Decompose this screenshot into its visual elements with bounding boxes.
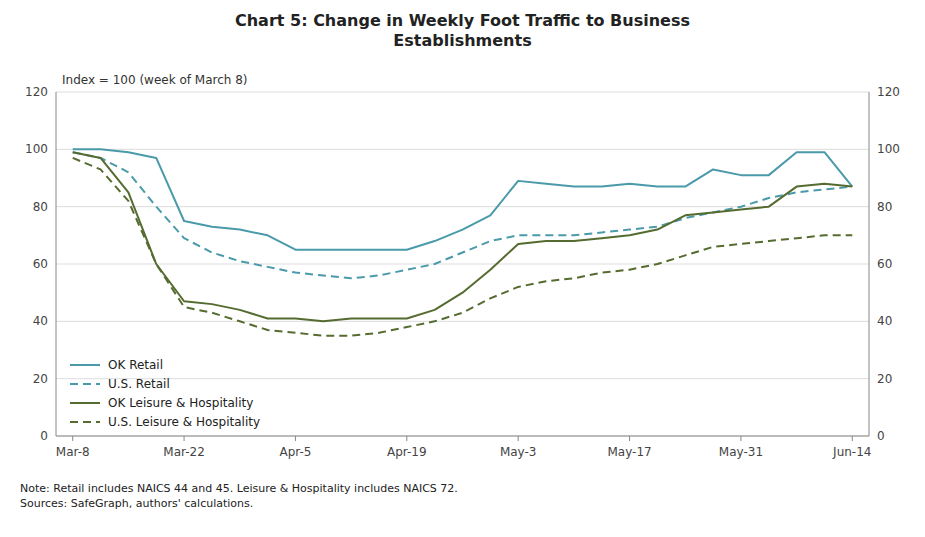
- x-tick: [72, 436, 73, 441]
- grid-line: [56, 436, 869, 437]
- x-tick-label: Mar-22: [163, 445, 204, 459]
- background: [0, 0, 925, 537]
- y2-tick-label: 20: [877, 372, 892, 386]
- text-line: Note: Retail includes NAICS 44 and 45. L…: [20, 482, 458, 495]
- legend-swatch: [70, 402, 100, 404]
- series-line: [73, 158, 853, 336]
- y-tick-label: 80: [33, 200, 48, 214]
- series-line: [73, 152, 853, 278]
- legend-label: U.S. Retail: [108, 377, 170, 391]
- x-tick: [295, 436, 296, 441]
- x-tick-label: May-31: [719, 445, 763, 459]
- y2-tick-label: 100: [877, 142, 900, 156]
- y2-tick-label: 0: [877, 429, 885, 443]
- series-line: [73, 152, 853, 321]
- x-tick: [629, 436, 630, 441]
- annotation: Index = 100 (week of March 8): [62, 73, 248, 87]
- y-tick-label: 0: [40, 429, 48, 443]
- grid-line: [56, 149, 869, 150]
- x-tick: [852, 436, 853, 441]
- grid-line: [56, 92, 869, 93]
- x-tick-label: Mar-8: [56, 445, 90, 459]
- legend-label: U.S. Leisure & Hospitality: [108, 415, 260, 429]
- y2-tick-label: 40: [877, 314, 892, 328]
- axes: 0 20 40 60 80 100 120 0 20 40 60 80 100 120 Mar-8 Mar-2…: [25, 85, 900, 459]
- note: Note: Retail includes NAICS 44 and 45. L…: [20, 482, 458, 510]
- text-line: Sources: SafeGraph, authors' calculation…: [20, 497, 253, 510]
- x-tick-label: May-17: [607, 445, 651, 459]
- x-tick: [740, 436, 741, 441]
- grid: [56, 92, 869, 436]
- x-tick-label: May-3: [500, 445, 537, 459]
- grid-line: [56, 378, 869, 379]
- text-line: Chart 5: Change in Weekly Foot Traffic t…: [235, 11, 690, 30]
- y2-axis-line: [869, 92, 870, 436]
- x-tick: [184, 436, 185, 441]
- grid-line: [56, 264, 869, 265]
- legend-swatch: [70, 421, 100, 423]
- x-tick-label: Apr-19: [387, 445, 427, 459]
- title: Chart 5: Change in Weekly Foot Traffic t…: [235, 11, 690, 50]
- y-tick-label: 120: [25, 85, 48, 99]
- legend-label: OK Retail: [108, 358, 163, 372]
- lines: [73, 149, 853, 335]
- legend-swatch: [70, 383, 100, 385]
- x-tick: [406, 436, 407, 441]
- chart: Chart 5: Change in Weekly Foot Traffic t…: [0, 0, 925, 537]
- y-tick-label: 40: [33, 314, 48, 328]
- y-axis-line: [56, 92, 57, 436]
- y-tick-label: 60: [33, 257, 48, 271]
- y-tick-label: 100: [25, 142, 48, 156]
- x-tick: [518, 436, 519, 441]
- series-line: [73, 149, 853, 249]
- grid-line: [56, 321, 869, 322]
- y-tick-label: 20: [33, 372, 48, 386]
- y2-tick-label: 120: [877, 85, 900, 99]
- legend-label: OK Leisure & Hospitality: [108, 396, 253, 410]
- x-tick-label: Jun-14: [832, 445, 871, 459]
- x-axis-line: [56, 436, 869, 437]
- y2-tick-label: 60: [877, 257, 892, 271]
- text-line: Establishments: [393, 31, 531, 50]
- y2-tick-label: 80: [877, 200, 892, 214]
- legend-swatch: [70, 364, 100, 366]
- legend: OK Retail U.S. Retail OK Leisure & Hospita…: [70, 358, 260, 429]
- x-tick-label: Apr-5: [279, 445, 311, 459]
